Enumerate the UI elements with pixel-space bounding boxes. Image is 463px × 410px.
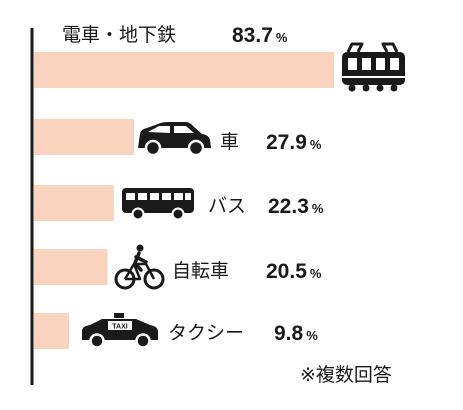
category-label-4: タクシー [168, 322, 244, 344]
bar-1 [34, 119, 134, 155]
value-label-1: 27.9% [266, 131, 322, 154]
taxi-icon: TAXI [82, 313, 158, 349]
icons-group: TAXI [82, 42, 405, 349]
category-label-3: 自転車 [172, 260, 229, 282]
bar-3 [34, 249, 108, 285]
bar-4 [34, 313, 70, 349]
value-label-4: 9.8% [274, 322, 318, 345]
footnote: ※複数回答 [300, 364, 392, 386]
car-icon [138, 122, 211, 157]
unit-label-0: % [276, 30, 288, 45]
bars-group [34, 52, 334, 349]
unit-label-1: % [310, 137, 322, 152]
bar-0 [34, 52, 334, 88]
value-label-3: 20.5% [266, 260, 322, 283]
train-icon [342, 42, 405, 92]
category-label-0: 電車・地下鉄 [62, 24, 176, 46]
unit-label-3: % [310, 266, 322, 281]
taxi-sign-text: TAXI [112, 324, 127, 331]
unit-label-4: % [306, 328, 318, 343]
bar-2 [34, 185, 114, 221]
category-label-2: バス [208, 195, 246, 217]
bus-icon [122, 188, 194, 221]
category-label-1: 車 [220, 131, 239, 153]
unit-label-2: % [312, 201, 324, 216]
value-label-0: 83.7% [232, 24, 288, 47]
bicycle-icon [114, 244, 165, 290]
value-label-2: 22.3% [268, 195, 324, 218]
